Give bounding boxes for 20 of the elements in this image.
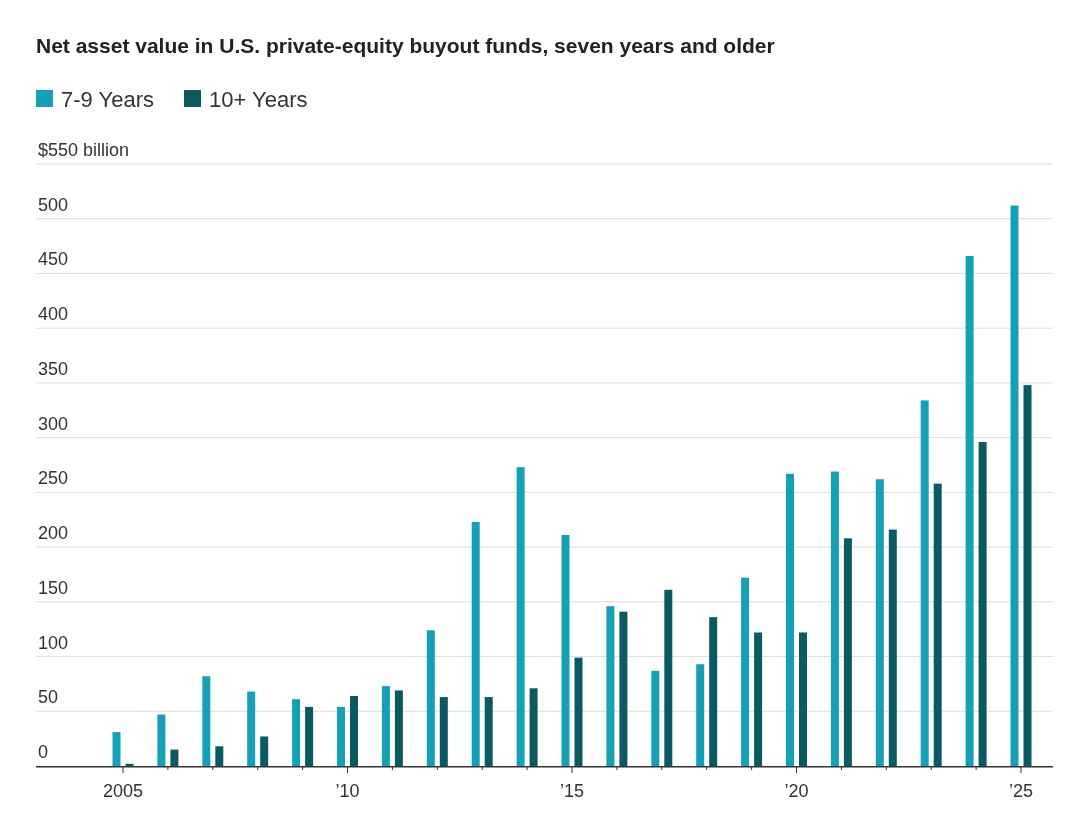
y-tick-label: 150 — [38, 577, 69, 598]
y-tick-label: $550 billion — [38, 140, 130, 160]
x-tick-label: ’10 — [335, 781, 360, 801]
y-tick-label: 0 — [38, 742, 49, 762]
y-tick-label: 400 — [38, 304, 69, 325]
x-tick-label: 2005 — [102, 781, 144, 801]
y-tick-label: 350 — [38, 358, 69, 379]
x-tick-label: ’20 — [784, 781, 809, 801]
legend-label: 10+ Years — [209, 87, 308, 112]
y-tick-label: 500 — [38, 194, 69, 215]
y-tick-label: 50 — [38, 687, 59, 708]
chart-title: Net asset value in U.S. private-equity buyout funds, seven years and older — [36, 34, 775, 57]
x-tick-label: ’15 — [559, 781, 585, 801]
y-tick-label: 200 — [38, 523, 69, 544]
y-tick-label: 250 — [38, 468, 69, 489]
x-tick-label: ’25 — [1008, 781, 1034, 801]
y-tick-label: 100 — [38, 632, 69, 653]
legend-label: 7-9 Years — [61, 87, 154, 112]
y-tick-label: 450 — [38, 249, 69, 270]
y-tick-label: 300 — [38, 413, 69, 434]
